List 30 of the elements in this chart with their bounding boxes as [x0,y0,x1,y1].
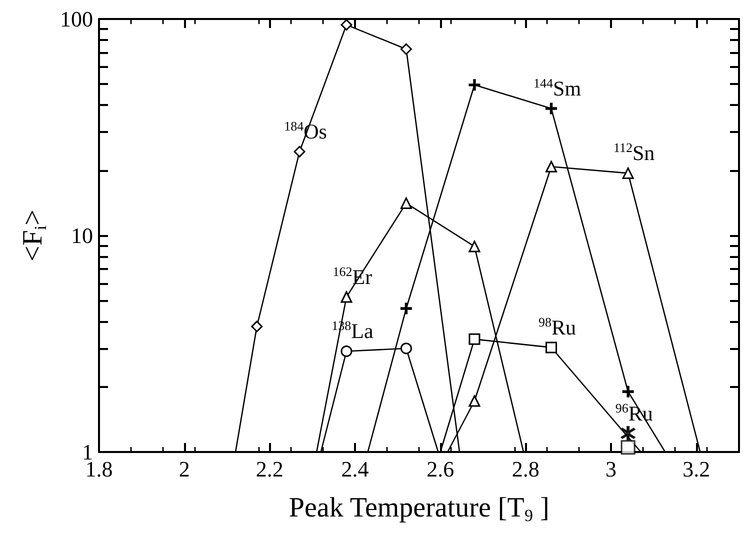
point [468,333,480,345]
point [400,197,412,209]
x-tick-label: 2.6 [426,456,454,482]
y-tick-label: 100 [60,6,93,32]
point [294,146,306,158]
x-tick-label: 2.2 [256,456,284,482]
point [622,167,634,179]
point [468,395,480,407]
point [251,320,263,332]
point [340,19,352,31]
point [620,440,636,455]
x-tick-label: 3.2 [682,456,710,482]
point [468,240,480,252]
y-tick-label: 10 [71,223,93,248]
x-tick-label: 2 [178,456,190,482]
point [400,43,412,55]
point [622,386,634,398]
point [400,342,412,354]
point [546,102,558,114]
point [620,426,636,441]
point [340,345,352,357]
x-tick-label: 2.4 [341,456,369,482]
x-tick-label: 2.8 [512,456,540,482]
point [468,79,480,91]
point [546,342,558,354]
x-tick-label: 3 [606,456,616,482]
point [546,160,558,172]
point [340,291,352,303]
point [400,302,412,314]
y-axis-title: <Fi> [18,210,50,262]
